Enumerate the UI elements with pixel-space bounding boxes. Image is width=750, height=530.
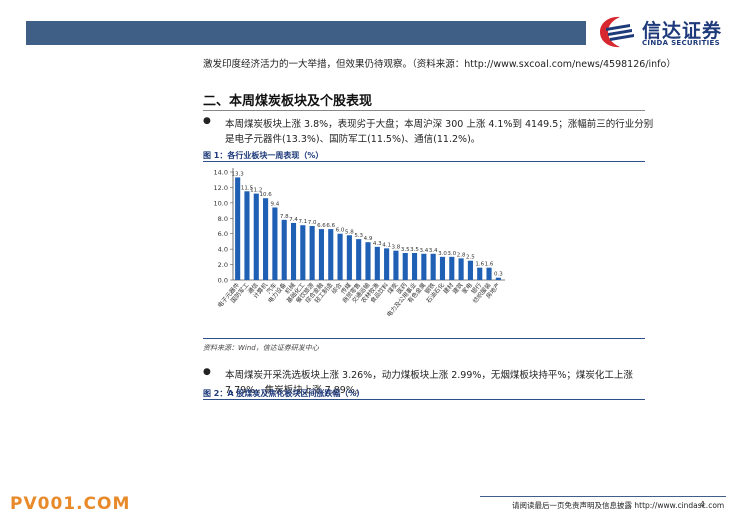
bar: [272, 207, 278, 280]
bar: [235, 177, 241, 280]
bar: [477, 267, 483, 280]
cinda-logo-icon: [600, 16, 634, 48]
bar: [458, 258, 464, 280]
data-label: 13.3: [232, 171, 245, 177]
data-label: 3.4: [419, 248, 428, 254]
y-tick-label: 10.0: [214, 199, 228, 207]
bar: [393, 250, 399, 280]
data-label: 9.4: [271, 201, 280, 207]
bar: [449, 256, 455, 280]
cinda-logo: 信达证券 CINDA SECURITIES: [596, 14, 726, 50]
y-tick-label: 12.0: [214, 184, 228, 192]
data-label: 7.8: [280, 214, 289, 220]
y-tick-label: 6.0: [218, 230, 228, 238]
data-label: 1.6: [475, 262, 484, 268]
data-label: 4.1: [382, 242, 391, 248]
data-label: 3.5: [401, 247, 410, 253]
figure-2-rule: [203, 399, 645, 400]
bar: [290, 222, 297, 280]
data-label: 3.0: [447, 251, 456, 257]
footer-disclaimer: 请阅读最后一页免责声明及信息披露 http://www.cindasc.com: [512, 501, 725, 510]
section-title: 二、本周煤炭板块及个股表现: [203, 94, 373, 109]
bullet-icon: ●: [203, 116, 211, 126]
bullet-icon: ●: [203, 367, 211, 377]
bar: [365, 242, 371, 280]
data-label: 3.5: [410, 247, 419, 253]
y-tick-label: 4.0: [218, 246, 228, 254]
bar: [263, 198, 269, 280]
bar: [486, 267, 492, 280]
figure-1-source: 资料来源：Wind，信达证券研发中心: [203, 344, 319, 352]
bar: [384, 248, 390, 280]
bullet-text-1: 本周煤炭板块上涨 3.8%，表现劣于大盘；本周沪深 300 上涨 4.1%到 4…: [225, 119, 654, 145]
y-tick-label: 14.0: [214, 169, 228, 177]
data-label: 7.4: [289, 217, 298, 223]
intro-paragraph: 激发印度经济活力的一大举措，但效果仍待观察。（资料来源：http://www.s…: [203, 59, 676, 70]
data-label: 11.2: [250, 188, 262, 194]
bar: [346, 235, 352, 280]
data-label: 2.5: [466, 255, 475, 261]
logo-english-name: CINDA SECURITIES: [642, 39, 720, 47]
page-number: 4: [700, 500, 705, 509]
bar: [281, 219, 287, 280]
bar: [300, 225, 306, 280]
figure-1-rule: [203, 161, 645, 162]
bar: [374, 246, 380, 280]
footer-rule: [480, 496, 726, 497]
bar: [495, 277, 501, 280]
source-rule: [203, 338, 645, 339]
data-label: 6.6: [326, 223, 335, 229]
data-label: 6.0: [336, 228, 345, 234]
data-label: 5.8: [345, 229, 354, 235]
y-tick-label: 0.0: [218, 277, 228, 285]
bar: [439, 256, 446, 280]
figure-2-title: 图 2：A 股煤炭及焦化板块区间涨跌幅（%）: [203, 389, 365, 398]
data-label: 3.4: [429, 248, 438, 254]
bar: [411, 253, 418, 280]
bar: [467, 260, 473, 280]
figure-1-title: 图 1：各行业板块一周表现（%）: [203, 151, 324, 160]
data-label: 0.3: [494, 272, 503, 278]
data-label: 2.8: [457, 252, 466, 258]
y-tick-label: 8.0: [218, 215, 228, 223]
data-label: 6.6: [317, 223, 326, 229]
data-label: 7.1: [298, 219, 307, 225]
data-label: 10.6: [259, 192, 272, 198]
bar: [318, 229, 325, 280]
data-label: 1.6: [485, 262, 494, 268]
bar: [244, 191, 250, 280]
bar: [309, 226, 315, 280]
header-bar: [26, 21, 586, 45]
bar: [253, 193, 259, 280]
bar: [421, 253, 427, 280]
bar: [337, 233, 343, 280]
bullet-text-2: 本周煤炭开采洗选板块上涨 3.26%，动力煤板块上涨 2.99%，无烟煤板块持平…: [225, 370, 633, 396]
bar: [402, 253, 408, 280]
data-label: 3.0: [438, 251, 447, 257]
data-label: 11.5: [241, 185, 254, 191]
bar: [328, 229, 334, 280]
y-tick-label: 2.0: [218, 261, 228, 269]
data-label: 4.3: [373, 241, 382, 247]
logo-chinese-name: 信达证券: [642, 20, 723, 42]
data-label: 5.3: [354, 233, 363, 239]
watermark: PV001.COM: [10, 494, 131, 514]
data-label: 4.9: [364, 236, 373, 242]
data-label: 7.0: [308, 220, 317, 226]
bar: [356, 239, 362, 280]
bar: [430, 253, 436, 280]
data-label: 3.8: [392, 245, 401, 251]
section-divider: [203, 110, 645, 111]
industry-weekly-bar-chart: 0.02.04.06.08.010.012.014.0 13.3电子元器件11.5…: [214, 168, 505, 318]
